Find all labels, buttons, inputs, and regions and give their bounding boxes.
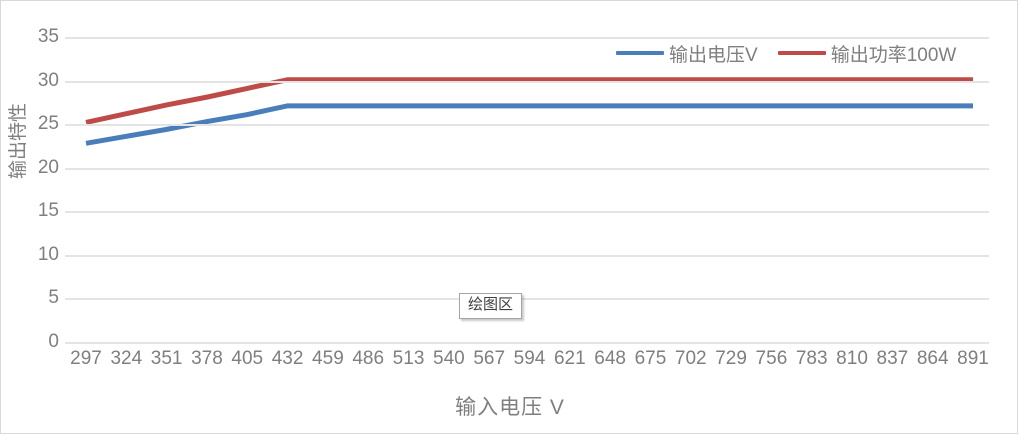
y-axis-tick-label: 15 (37, 200, 59, 222)
y-axis-tick-label: 0 (48, 331, 59, 352)
x-axis-tick-label: 513 (392, 348, 425, 369)
gridline (65, 254, 989, 257)
gridline (65, 167, 989, 170)
x-axis-tick-labels: 297 324 351 378 405 432 459 486 513 540 567 594 621 6… (65, 349, 989, 375)
x-axis-tick-label: 891 (957, 348, 989, 369)
x-axis-tick-label: 621 (553, 348, 586, 369)
x-axis-tick-label: 324 (110, 348, 143, 369)
gridline (65, 80, 989, 83)
x-axis-tick-label: 837 (876, 348, 909, 369)
legend-entry[interactable]: 输出电压V (616, 40, 758, 67)
gridline (65, 37, 989, 39)
y-axis-tick-label: 20 (37, 156, 59, 178)
x-axis-tick-label: 675 (634, 348, 667, 369)
y-axis-tick-label: 5 (48, 287, 59, 309)
series-line[interactable] (85, 103, 973, 146)
legend-label: 输出电压V (669, 44, 758, 66)
x-axis-tick-label: 810 (836, 348, 868, 369)
gridline (65, 298, 989, 301)
x-axis-tick-label: 567 (473, 348, 506, 369)
gridline (65, 342, 989, 344)
y-axis-tick-label: 10 (37, 243, 59, 265)
x-axis-tick-label: 702 (674, 348, 707, 369)
x-axis-tick-label: 594 (513, 348, 546, 369)
gridline (65, 211, 989, 214)
series-line[interactable] (85, 77, 973, 125)
x-axis-tick-label: 378 (191, 348, 223, 369)
x-axis-tick-label: 864 (916, 348, 949, 369)
x-axis-tick-label: 783 (795, 348, 828, 369)
y-axis-tick-label: 30 (37, 69, 59, 91)
y-axis-tick-label: 35 (37, 26, 59, 47)
x-axis-tick-label: 459 (312, 348, 344, 369)
x-axis-tick-label: 432 (271, 348, 304, 369)
x-axis-tick-label: 297 (70, 348, 102, 369)
x-axis-tick-label: 405 (231, 348, 264, 369)
legend[interactable]: 输出电压V 输出功率100W (616, 39, 956, 67)
y-axis-tick-label: 25 (37, 113, 59, 135)
x-axis-title: 输入电压 V (455, 396, 565, 419)
x-axis-tick-label: 351 (150, 348, 183, 369)
x-axis-tick-label: 756 (755, 348, 788, 369)
plot-area-tooltip: 绘图区 (459, 293, 523, 319)
x-axis-tick-label: 729 (715, 348, 747, 369)
y-axis-tick-labels: 35 30 25 20 15 10 5 0 (1, 1, 59, 433)
gridline (65, 124, 989, 127)
legend-color-swatch (616, 51, 664, 55)
series-lines (85, 77, 973, 146)
plot-area[interactable] (65, 37, 989, 344)
x-axis-tick-label: 486 (352, 348, 385, 369)
legend-label: 输出功率100W (830, 44, 957, 66)
x-axis-tick-label: 648 (594, 348, 626, 369)
x-axis-tick-label: 540 (433, 348, 465, 369)
legend-entry[interactable]: 输出功率100W (777, 40, 957, 67)
legend-color-swatch (777, 51, 826, 55)
